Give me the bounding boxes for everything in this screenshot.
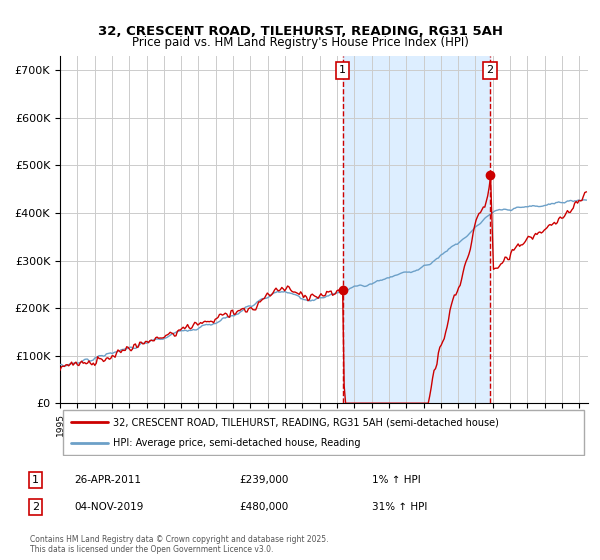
Text: 04-NOV-2019: 04-NOV-2019 (74, 502, 143, 512)
Text: 32, CRESCENT ROAD, TILEHURST, READING, RG31 5AH (semi-detached house): 32, CRESCENT ROAD, TILEHURST, READING, R… (113, 417, 499, 427)
Text: Contains HM Land Registry data © Crown copyright and database right 2025.
This d: Contains HM Land Registry data © Crown c… (30, 535, 329, 554)
Text: 1: 1 (32, 475, 39, 485)
Text: 2: 2 (487, 66, 494, 75)
Text: Price paid vs. HM Land Registry's House Price Index (HPI): Price paid vs. HM Land Registry's House … (131, 36, 469, 49)
Text: 1% ↑ HPI: 1% ↑ HPI (372, 475, 421, 485)
Text: 1: 1 (339, 66, 346, 75)
Text: £239,000: £239,000 (240, 475, 289, 485)
Bar (343, 56, 490, 403)
FancyBboxPatch shape (62, 410, 584, 455)
Text: 31% ↑ HPI: 31% ↑ HPI (372, 502, 428, 512)
Text: 32, CRESCENT ROAD, TILEHURST, READING, RG31 5AH: 32, CRESCENT ROAD, TILEHURST, READING, R… (97, 25, 503, 38)
Text: £480,000: £480,000 (240, 502, 289, 512)
Text: HPI: Average price, semi-detached house, Reading: HPI: Average price, semi-detached house,… (113, 438, 360, 448)
Text: 26-APR-2011: 26-APR-2011 (74, 475, 141, 485)
Text: 2: 2 (32, 502, 39, 512)
